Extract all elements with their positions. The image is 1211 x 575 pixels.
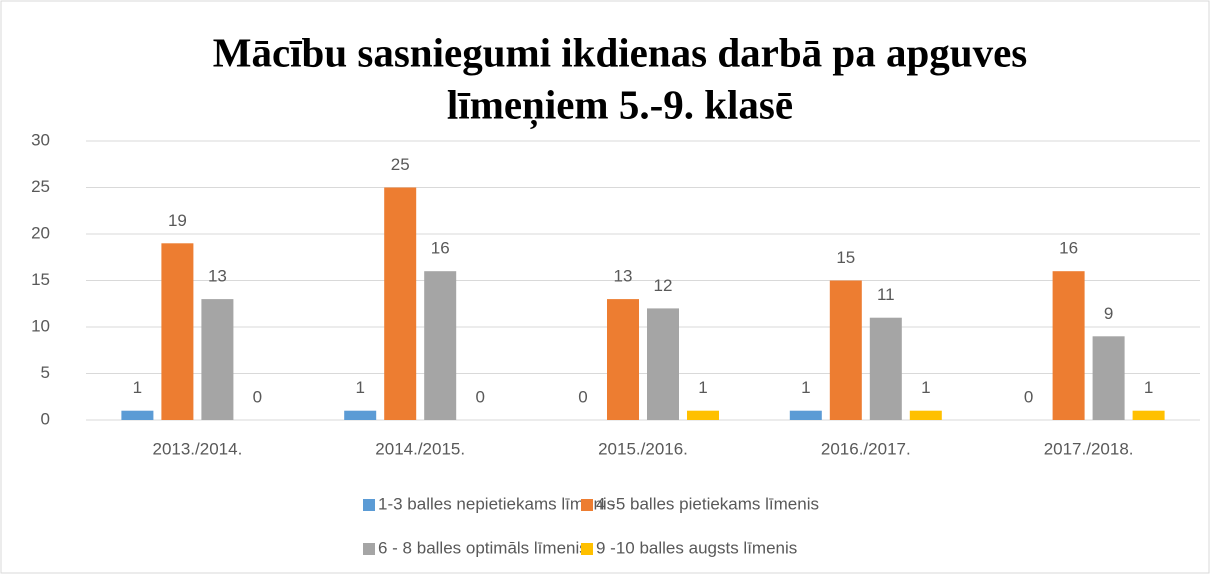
bar <box>201 299 234 420</box>
bar <box>909 410 942 420</box>
y-tick-label: 0 <box>41 409 50 428</box>
bar <box>687 410 719 420</box>
data-label: 1 <box>801 378 810 397</box>
y-tick-label: 30 <box>31 130 50 149</box>
bar <box>607 299 639 420</box>
bar <box>121 410 154 420</box>
x-tick-label: 2013./2014. <box>152 439 242 458</box>
data-label: 25 <box>391 155 410 174</box>
y-tick-label: 20 <box>31 223 50 242</box>
bar <box>869 317 902 420</box>
bar <box>789 410 822 420</box>
bar <box>384 187 417 420</box>
data-label: 9 <box>1104 304 1113 323</box>
data-label: 0 <box>253 387 262 406</box>
data-label: 0 <box>578 387 587 406</box>
legend-swatch <box>581 499 593 511</box>
data-label: 15 <box>836 248 855 267</box>
legend-label: 6 - 8 balles optimāls līmenis <box>378 538 588 557</box>
x-tick-label: 2014./2015. <box>375 439 465 458</box>
data-label: 0 <box>475 387 484 406</box>
legend-label: 9 -10 balles augsts līmenis <box>596 538 797 557</box>
chart-title: līmeņiem 5.-9. klasē <box>447 81 793 129</box>
x-tick-label: 2017./2018. <box>1044 439 1134 458</box>
data-label: 1 <box>921 378 930 397</box>
data-label: 16 <box>431 239 450 258</box>
bar <box>424 271 457 420</box>
data-label: 1 <box>698 378 707 397</box>
bar <box>1092 336 1125 420</box>
legend-swatch <box>581 543 593 555</box>
data-label: 1 <box>1144 378 1153 397</box>
y-tick-label: 5 <box>41 363 50 382</box>
data-label: 1 <box>355 378 364 397</box>
data-label: 0 <box>1024 387 1033 406</box>
bar <box>1052 271 1085 420</box>
data-label: 13 <box>614 267 633 286</box>
y-tick-label: 25 <box>31 177 50 196</box>
bar <box>1132 410 1165 420</box>
y-tick-label: 10 <box>31 316 50 335</box>
legend-label: 4 -5 balles pietiekams līmenis <box>596 494 819 513</box>
y-tick-label: 15 <box>31 270 50 289</box>
data-label: 19 <box>168 211 187 230</box>
bar <box>161 243 194 420</box>
bar <box>647 308 679 420</box>
chart-title: Mācību sasniegumi ikdienas darbā pa apgu… <box>213 29 1028 75</box>
data-label: 16 <box>1059 239 1078 258</box>
data-label: 13 <box>208 267 227 286</box>
bar <box>829 280 862 420</box>
x-tick-label: 2015./2016. <box>598 439 688 458</box>
data-label: 11 <box>877 285 895 304</box>
legend-swatch <box>363 499 375 511</box>
bar <box>344 410 377 420</box>
data-label: 12 <box>654 276 673 295</box>
legend-label: 1-3 balles nepietiekams līmenis <box>378 494 615 513</box>
legend-swatch <box>363 543 375 555</box>
data-label: 1 <box>133 378 142 397</box>
x-tick-label: 2016./2017. <box>821 439 911 458</box>
